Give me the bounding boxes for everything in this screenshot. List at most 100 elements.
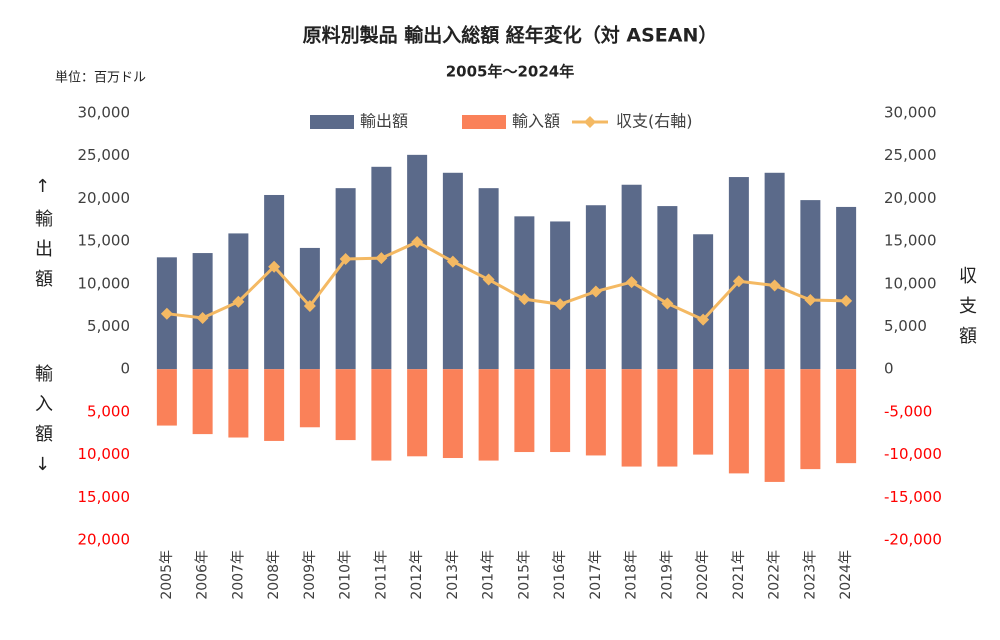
bar [550, 221, 571, 370]
x-tick-label: 2024年 [838, 550, 854, 600]
balance-marker [482, 273, 495, 286]
bar [693, 234, 714, 370]
x-tick-label: 2005年 [159, 550, 175, 600]
x-tick-label: 2020年 [695, 550, 711, 600]
legend-swatch [310, 115, 354, 129]
y-tick-label: 15,000 [78, 232, 131, 250]
balance-marker [196, 311, 209, 324]
x-tick-label: 2011年 [373, 550, 389, 600]
balance-marker [625, 276, 638, 289]
bar [335, 369, 356, 441]
bar [693, 369, 714, 455]
bar [728, 369, 749, 474]
y2-tick-label: 10,000 [884, 274, 937, 292]
x-tick-label: 2009年 [302, 550, 318, 600]
balance-marker [589, 285, 602, 298]
bar [800, 200, 821, 370]
y-tick-label: 10,000 [78, 274, 131, 292]
bar [442, 172, 463, 370]
balance-marker [339, 253, 352, 266]
balance-marker [232, 295, 245, 308]
legend-swatch [462, 115, 506, 129]
y-tick-label: 20,000 [78, 531, 131, 549]
y-tick-label: 5,000 [87, 317, 130, 335]
bar [550, 369, 571, 453]
y2-tick-label: 0 [884, 360, 894, 378]
balance-marker [804, 294, 817, 307]
y2-tick-label: 15,000 [884, 232, 937, 250]
balance-marker [303, 300, 316, 313]
x-tick-label: 2012年 [409, 550, 425, 600]
x-tick-label: 2021年 [731, 550, 747, 600]
y2-tick-label: -10,000 [884, 445, 942, 463]
bar [514, 216, 535, 370]
bar [657, 206, 678, 370]
bar [764, 369, 785, 482]
y-axis-label: 輸入額↓ [32, 364, 53, 487]
y-tick-label: 25,000 [78, 146, 131, 164]
balance-marker [411, 235, 424, 248]
bar [371, 369, 392, 461]
bar [657, 369, 678, 467]
y-tick-label: 10,000 [78, 445, 131, 463]
balance-marker [268, 260, 281, 273]
bar [299, 369, 320, 428]
y2-tick-label: -15,000 [884, 488, 942, 506]
y2-tick-label: -20,000 [884, 531, 942, 549]
legend-label: 輸出額 [360, 112, 408, 131]
bar [442, 369, 463, 459]
chart-subtitle: 2005年～2024年 [446, 63, 575, 81]
x-tick-label: 2013年 [445, 550, 461, 600]
bar [156, 369, 177, 426]
y-axis-label: ↑輸出額 [32, 176, 53, 299]
y-tick-label: 0 [120, 360, 130, 378]
x-tick-label: 2018年 [624, 550, 640, 600]
x-tick-label: 2017年 [588, 550, 604, 600]
balance-marker [446, 255, 459, 268]
balance-marker [732, 275, 745, 288]
bar [836, 206, 857, 370]
balance-marker [768, 279, 781, 292]
balance-marker [661, 297, 674, 310]
bar [585, 369, 606, 456]
x-tick-label: 2019年 [659, 550, 675, 600]
bar [764, 172, 785, 370]
x-tick-label: 2023年 [802, 550, 818, 600]
x-tick-label: 2014年 [481, 550, 497, 600]
y2-tick-label: 25,000 [884, 146, 937, 164]
balance-line [166, 240, 847, 322]
balance-marker [554, 298, 567, 311]
bar [371, 166, 392, 370]
bar [264, 369, 285, 441]
balance-marker [160, 307, 173, 320]
y2-axis-label: 収支額 [956, 266, 977, 356]
x-tick-label: 2008年 [266, 550, 282, 600]
bar [192, 369, 213, 435]
bar [836, 369, 857, 464]
bar [192, 253, 213, 370]
bar [621, 369, 642, 467]
balance-marker [375, 252, 388, 265]
bar [514, 369, 535, 453]
y2-tick-label: 5,000 [884, 317, 927, 335]
x-tick-label: 2006年 [195, 550, 211, 600]
unit-label: 単位：百万ドル [55, 70, 146, 86]
bar [264, 194, 285, 370]
chart-title: 原料別製品 輸出入総額 経年変化（対 ASEAN） [303, 24, 718, 47]
y-tick-label: 30,000 [78, 104, 131, 122]
y-tick-label: 5,000 [87, 402, 130, 420]
legend-label: 収支(右軸) [616, 112, 693, 131]
bar [407, 154, 428, 370]
bar [335, 188, 356, 370]
y-tick-label: 20,000 [78, 189, 131, 207]
bar [228, 369, 249, 438]
legend-marker [584, 116, 596, 128]
x-tick-label: 2016年 [552, 550, 568, 600]
y-tick-label: 15,000 [78, 488, 131, 506]
legend-label: 輸入額 [512, 112, 560, 131]
y2-tick-label: 20,000 [884, 189, 937, 207]
bar [728, 177, 749, 370]
x-tick-label: 2015年 [516, 550, 532, 600]
y2-tick-label: 30,000 [884, 104, 937, 122]
